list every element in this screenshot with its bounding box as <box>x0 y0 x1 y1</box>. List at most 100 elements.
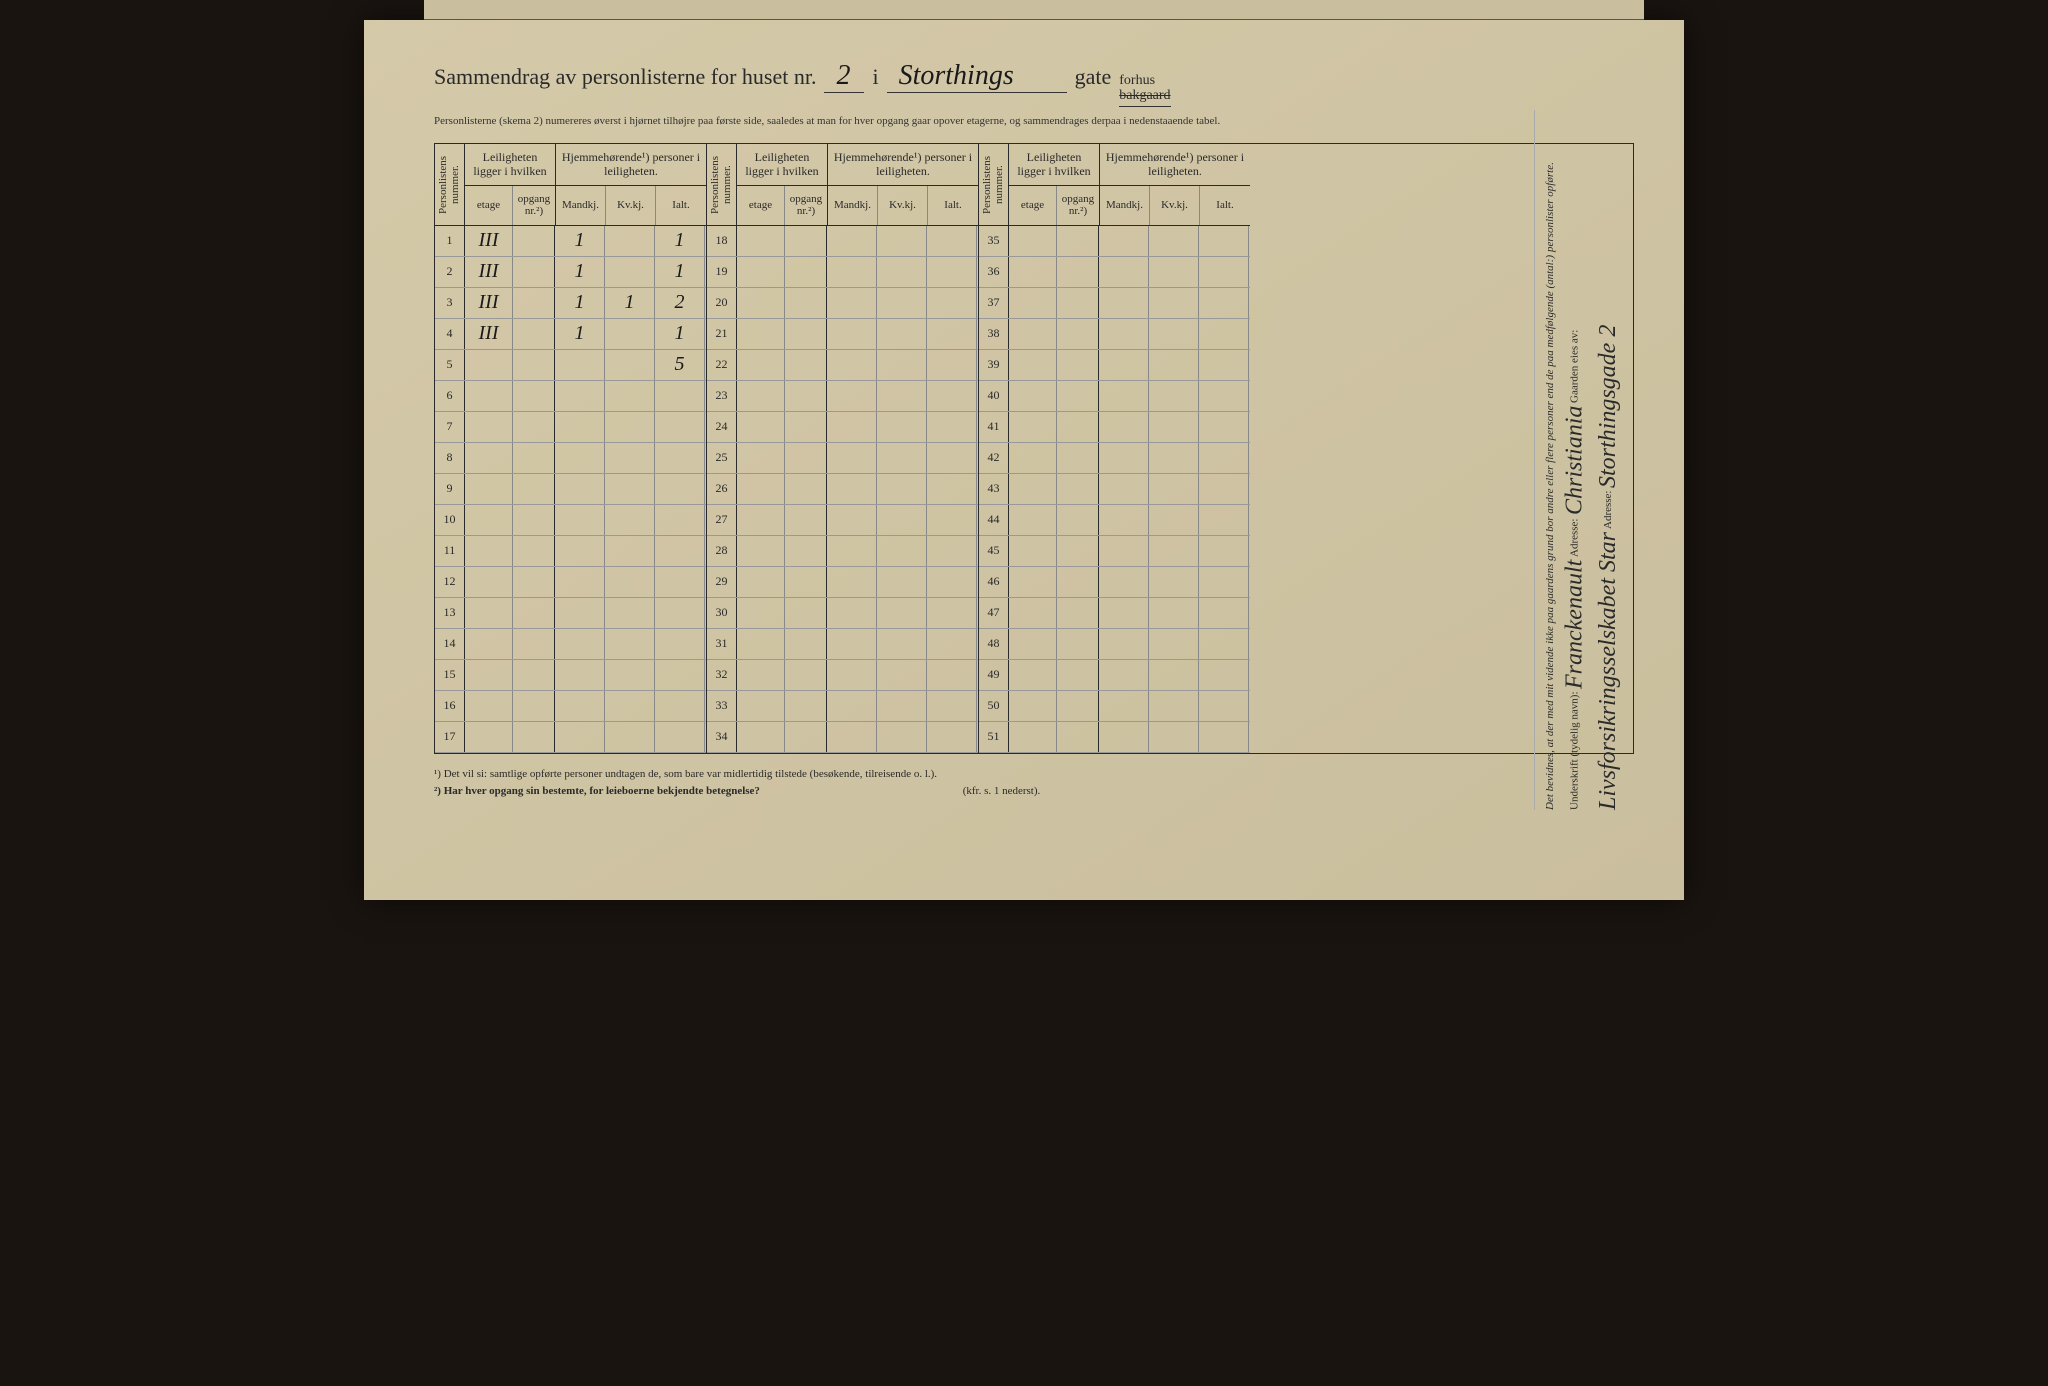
cell-opgang <box>785 412 827 442</box>
cell-rownum: 47 <box>979 598 1009 628</box>
street-name: Storthings <box>887 60 1067 93</box>
cell-opgang <box>513 691 555 721</box>
cell-rownum: 35 <box>979 226 1009 256</box>
cell-ialt <box>927 505 977 535</box>
cell-ialt: 1 <box>655 319 705 349</box>
table-row: 24 <box>707 412 978 443</box>
cell-ialt <box>655 412 705 442</box>
cell-rownum: 14 <box>435 629 465 659</box>
cell-kvkj <box>605 381 655 411</box>
cell-ialt <box>655 567 705 597</box>
cell-opgang <box>513 536 555 566</box>
cell-ialt <box>927 443 977 473</box>
cell-rownum: 11 <box>435 536 465 566</box>
cell-etage <box>737 660 785 690</box>
cell-opgang <box>513 226 555 256</box>
cell-ialt: 1 <box>655 226 705 256</box>
cell-kvkj <box>1149 474 1199 504</box>
table-row: 42 <box>979 443 1250 474</box>
table-row: 39 <box>979 350 1250 381</box>
cell-rownum: 12 <box>435 567 465 597</box>
col-nummer: Personlistens nummer. <box>979 144 1009 225</box>
cell-ialt <box>655 598 705 628</box>
table-row: 17 <box>435 722 706 753</box>
cell-etage <box>737 381 785 411</box>
table-row: 7 <box>435 412 706 443</box>
cell-mandkj <box>1099 505 1149 535</box>
cell-opgang <box>513 567 555 597</box>
cell-kvkj <box>605 474 655 504</box>
table-row: 50 <box>979 691 1250 722</box>
cell-ialt <box>1199 722 1249 752</box>
table-row: 2 III 1 1 <box>435 257 706 288</box>
cell-mandkj <box>555 629 605 659</box>
ialt-header: Ialt. <box>1200 186 1250 225</box>
cell-etage <box>465 598 513 628</box>
cell-mandkj <box>1099 257 1149 287</box>
table-row: 6 <box>435 381 706 412</box>
cell-rownum: 34 <box>707 722 737 752</box>
table-row: 8 <box>435 443 706 474</box>
table-row: 14 <box>435 629 706 660</box>
cell-kvkj <box>1149 412 1199 442</box>
eies-label: Gaarden eies av: <box>1568 330 1580 403</box>
cell-rownum: 1 <box>435 226 465 256</box>
cell-etage <box>1009 536 1057 566</box>
cell-opgang <box>1057 536 1099 566</box>
table-section: Personlistens nummer. Leiligheten ligger… <box>979 144 1250 753</box>
hjemme-header: Hjemmehørende¹) personer i leiligheten. <box>1100 144 1250 186</box>
cell-rownum: 24 <box>707 412 737 442</box>
table-row: 27 <box>707 505 978 536</box>
cell-mandkj <box>555 412 605 442</box>
cell-etage <box>465 567 513 597</box>
cell-opgang <box>1057 505 1099 535</box>
cell-kvkj <box>877 288 927 318</box>
cell-opgang <box>785 226 827 256</box>
cell-etage <box>737 691 785 721</box>
cell-rownum: 19 <box>707 257 737 287</box>
cell-kvkj <box>605 660 655 690</box>
cell-kvkj <box>1149 691 1199 721</box>
cell-etage <box>1009 660 1057 690</box>
cell-etage <box>1009 226 1057 256</box>
cell-opgang <box>1057 226 1099 256</box>
table-row: 21 <box>707 319 978 350</box>
cell-opgang <box>785 257 827 287</box>
cell-kvkj <box>1149 350 1199 380</box>
cell-ialt <box>1199 257 1249 287</box>
cell-opgang <box>785 536 827 566</box>
cell-mandkj <box>555 536 605 566</box>
cell-opgang <box>1057 443 1099 473</box>
cell-etage <box>1009 257 1057 287</box>
cell-kvkj <box>605 567 655 597</box>
table-row: 9 <box>435 474 706 505</box>
adresse2-label: Adresse: <box>1602 491 1614 530</box>
table-row: 11 <box>435 536 706 567</box>
cell-ialt <box>927 629 977 659</box>
cell-kvkj <box>1149 319 1199 349</box>
cell-kvkj <box>877 350 927 380</box>
col-group-hjemme: Hjemmehørende¹) personer i leiligheten. … <box>828 144 978 225</box>
cell-rownum: 23 <box>707 381 737 411</box>
cell-rownum: 38 <box>979 319 1009 349</box>
cell-mandkj <box>555 567 605 597</box>
cell-etage <box>465 722 513 752</box>
cell-kvkj <box>1149 536 1199 566</box>
cell-opgang <box>513 381 555 411</box>
underskrift-value: Franckenault <box>1561 559 1587 688</box>
cell-mandkj <box>827 598 877 628</box>
cell-mandkj <box>1099 629 1149 659</box>
cell-ialt: 5 <box>655 350 705 380</box>
cell-opgang <box>513 412 555 442</box>
cell-rownum: 13 <box>435 598 465 628</box>
cell-rownum: 26 <box>707 474 737 504</box>
footnote-1: ¹) Det vil si: samtlige opførte personer… <box>434 766 1634 784</box>
cell-ialt <box>655 536 705 566</box>
cell-kvkj <box>877 474 927 504</box>
table-row: 36 <box>979 257 1250 288</box>
cell-mandkj <box>555 443 605 473</box>
cell-mandkj <box>827 257 877 287</box>
cell-kvkj <box>1149 443 1199 473</box>
table-section: Personlistens nummer. Leiligheten ligger… <box>707 144 979 753</box>
cell-etage <box>737 505 785 535</box>
